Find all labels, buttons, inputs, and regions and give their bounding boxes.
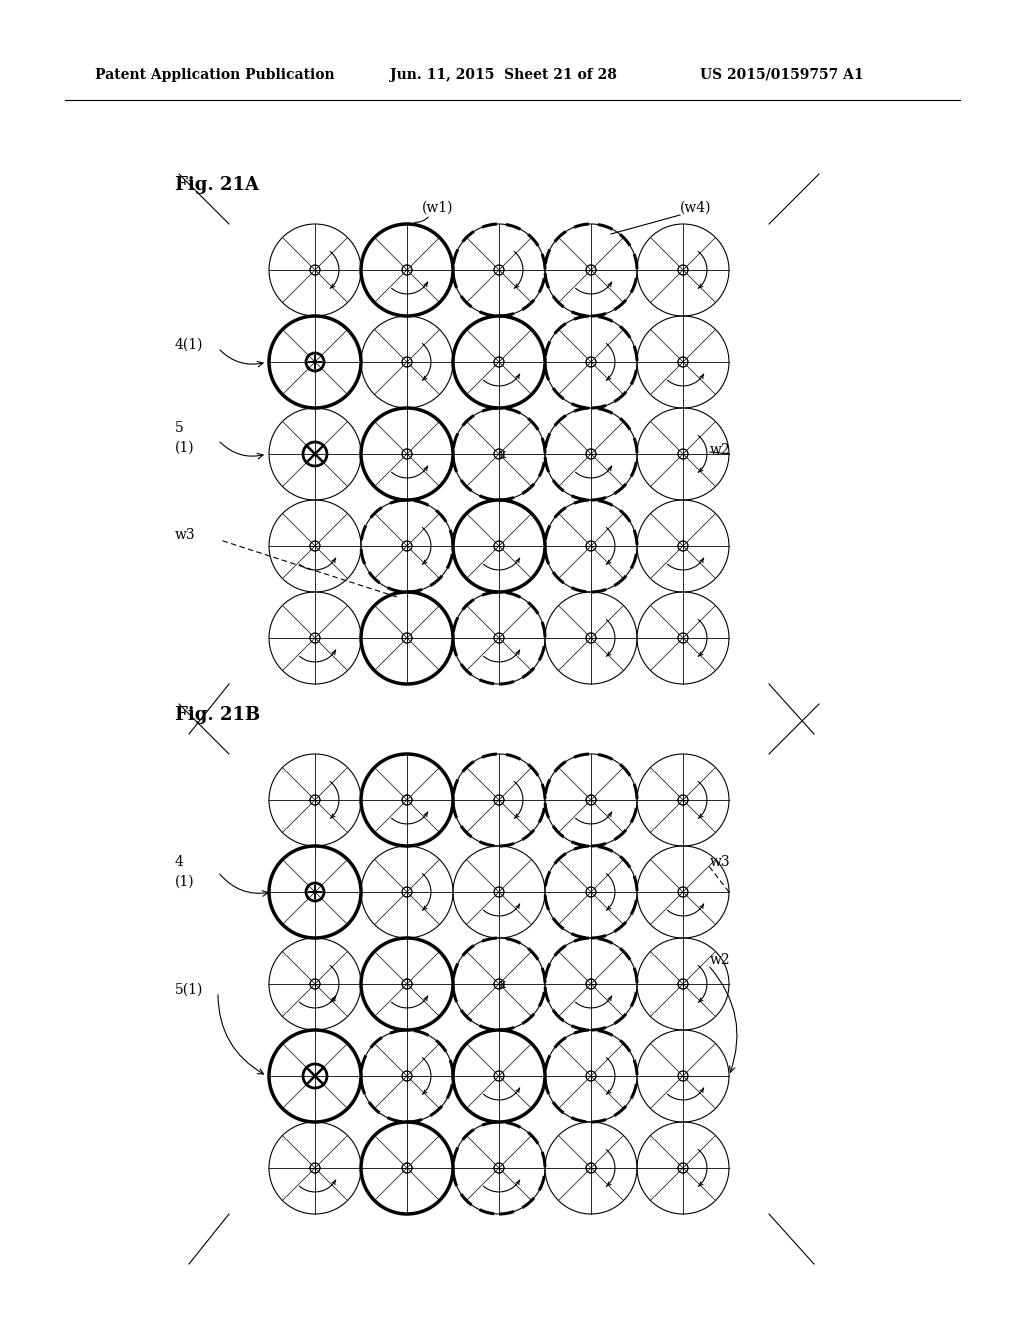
Text: 4: 4 [175,855,184,869]
Text: 5(1): 5(1) [175,983,204,997]
Text: Patent Application Publication: Patent Application Publication [95,69,335,82]
Text: w3: w3 [710,855,731,869]
Text: x: x [499,978,506,990]
Text: (1): (1) [175,441,195,455]
Text: w3: w3 [175,528,196,543]
Text: w2: w2 [710,444,731,457]
Text: Fig. 21A: Fig. 21A [175,176,259,194]
Text: x: x [499,447,506,461]
Text: 4(1): 4(1) [175,338,204,352]
Text: (1): (1) [175,875,195,888]
Text: Fig. 21B: Fig. 21B [175,706,260,723]
Text: Jun. 11, 2015  Sheet 21 of 28: Jun. 11, 2015 Sheet 21 of 28 [390,69,616,82]
Text: (w1): (w1) [422,201,454,215]
Text: (w4): (w4) [680,201,712,215]
Text: w2: w2 [710,953,731,968]
Text: 5: 5 [175,421,183,436]
Text: US 2015/0159757 A1: US 2015/0159757 A1 [700,69,863,82]
